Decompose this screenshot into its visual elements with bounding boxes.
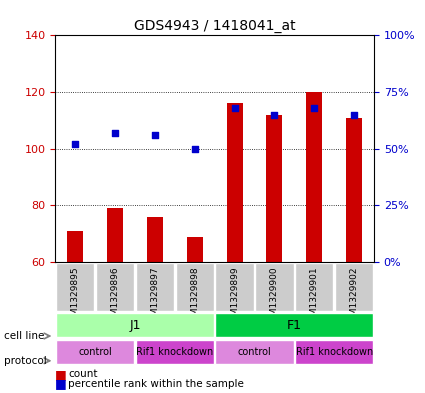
FancyBboxPatch shape <box>295 340 373 364</box>
FancyBboxPatch shape <box>56 313 214 337</box>
Text: ■: ■ <box>55 377 67 391</box>
Bar <box>107 208 123 262</box>
Bar <box>346 118 362 262</box>
Text: protocol: protocol <box>4 356 47 366</box>
FancyBboxPatch shape <box>215 263 254 311</box>
Point <box>351 112 357 118</box>
FancyBboxPatch shape <box>56 340 134 364</box>
FancyBboxPatch shape <box>96 263 134 311</box>
Bar <box>306 92 322 262</box>
Text: percentile rank within the sample: percentile rank within the sample <box>68 379 244 389</box>
Point <box>191 145 198 152</box>
Text: GSM1329898: GSM1329898 <box>190 266 199 327</box>
FancyBboxPatch shape <box>295 263 333 311</box>
Point <box>151 132 158 138</box>
FancyBboxPatch shape <box>56 263 94 311</box>
Bar <box>187 237 203 262</box>
Bar <box>147 217 163 262</box>
Bar <box>67 231 83 262</box>
Title: GDS4943 / 1418041_at: GDS4943 / 1418041_at <box>134 19 295 33</box>
FancyBboxPatch shape <box>136 263 174 311</box>
Point <box>271 112 278 118</box>
FancyBboxPatch shape <box>255 263 294 311</box>
Text: F1: F1 <box>287 319 302 332</box>
Text: GSM1329899: GSM1329899 <box>230 266 239 327</box>
Bar <box>227 103 243 262</box>
Point <box>231 105 238 111</box>
Text: GSM1329900: GSM1329900 <box>270 266 279 327</box>
Text: J1: J1 <box>129 319 141 332</box>
Text: GSM1329902: GSM1329902 <box>350 266 359 327</box>
Text: GSM1329901: GSM1329901 <box>310 266 319 327</box>
Point <box>311 105 317 111</box>
Text: GSM1329896: GSM1329896 <box>110 266 119 327</box>
Text: count: count <box>68 369 97 379</box>
Point <box>112 130 119 136</box>
Text: ■: ■ <box>55 367 67 381</box>
Text: GSM1329897: GSM1329897 <box>150 266 159 327</box>
Text: control: control <box>78 347 112 357</box>
Bar <box>266 115 282 262</box>
FancyBboxPatch shape <box>136 340 214 364</box>
Text: control: control <box>238 347 271 357</box>
Text: Rif1 knockdown: Rif1 knockdown <box>295 347 373 357</box>
FancyBboxPatch shape <box>176 263 214 311</box>
Point <box>72 141 79 147</box>
Text: GSM1329895: GSM1329895 <box>71 266 79 327</box>
FancyBboxPatch shape <box>215 340 294 364</box>
FancyBboxPatch shape <box>215 313 373 337</box>
FancyBboxPatch shape <box>335 263 373 311</box>
Text: Rif1 knockdown: Rif1 knockdown <box>136 347 213 357</box>
Text: cell line: cell line <box>4 331 45 341</box>
